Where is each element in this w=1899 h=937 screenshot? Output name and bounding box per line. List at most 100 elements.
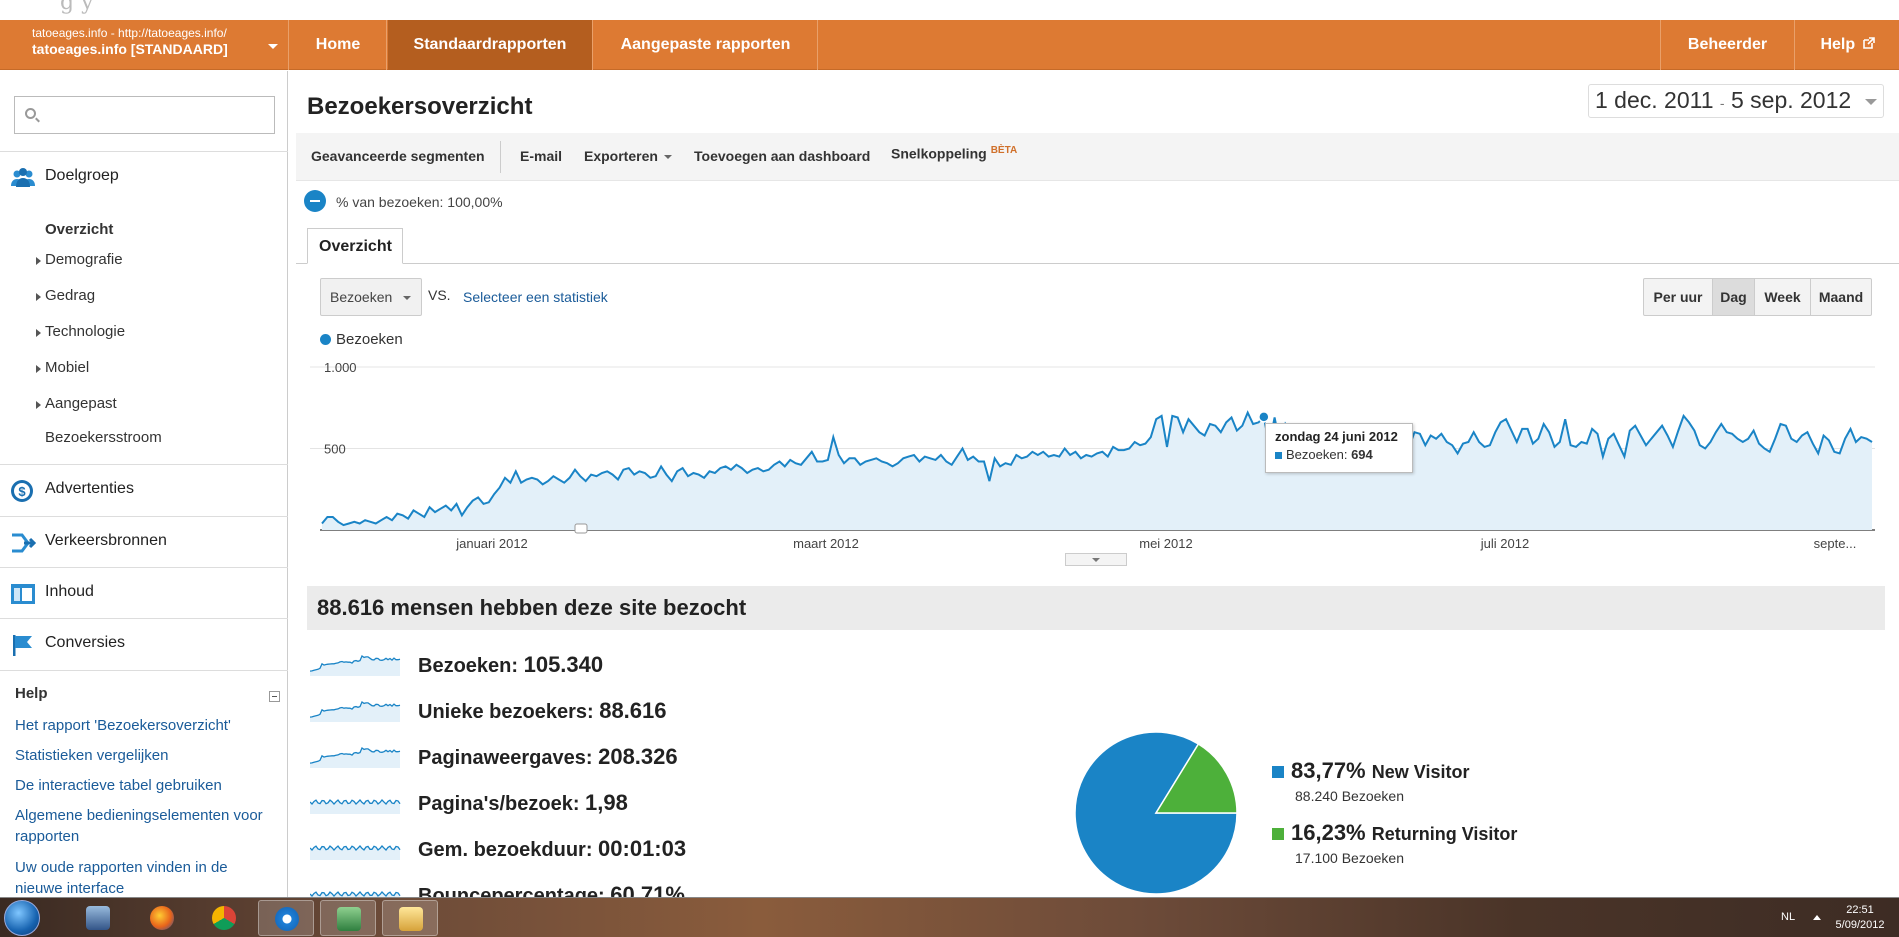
nav-custom-reports[interactable]: Aangepaste rapporten (594, 20, 818, 70)
export-button[interactable]: Exporteren (584, 148, 672, 164)
sidebar-subitem-mobile[interactable]: Mobiel (45, 359, 90, 376)
granularity-week[interactable]: Week (1755, 279, 1811, 315)
series-dot-icon (320, 334, 331, 345)
chevron-down-icon (268, 44, 278, 49)
nav-standard-reports[interactable]: Standaardrapporten (388, 20, 593, 70)
add-to-dashboard-button[interactable]: Toevoegen aan dashboard (694, 148, 871, 164)
pie-legend-label: 16,23% Returning Visitor (1291, 820, 1517, 846)
vs-label: VS. (428, 287, 451, 303)
sparkline-area (310, 656, 400, 676)
taskbar-network[interactable] (320, 900, 376, 936)
sparkline-chart (310, 845, 401, 860)
help-link[interactable]: Algemene bedieningselementen voor rappor… (15, 807, 263, 845)
shortcut-label: Snelkoppeling (891, 145, 987, 162)
show-hidden-icons-icon[interactable] (1813, 915, 1821, 920)
nav-home[interactable]: Home (290, 20, 387, 70)
legend-square-icon (1272, 828, 1284, 840)
sidebar-subitem-custom[interactable]: Aangepast (45, 395, 117, 412)
chevron-down-icon (1865, 99, 1877, 105)
tab-divider (296, 263, 1899, 264)
x-tick-label: januari 2012 (455, 536, 528, 551)
shortcut-button[interactable]: Snelkoppeling BÈTA (891, 145, 1017, 162)
page-title: Bezoekersoverzicht (307, 93, 533, 120)
visitor-type-pie-chart[interactable] (1071, 728, 1241, 898)
windows-taskbar: NL 22:51 5/09/2012 (0, 897, 1899, 937)
sparkline-chart (310, 799, 401, 814)
triangle-right-icon (36, 365, 41, 373)
system-clock[interactable]: 22:51 5/09/2012 (1835, 903, 1885, 933)
pie-slice[interactable] (1154, 742, 1238, 814)
sidebar-subitem-demographics[interactable]: Demografie (45, 251, 123, 268)
dollar-icon: $ (11, 480, 33, 502)
metric-name: Unieke bezoekers: (418, 701, 600, 723)
help-link[interactable]: De interactieve tabel gebruiken (15, 777, 222, 794)
sparkline-area (310, 702, 400, 722)
chart-collapse-handle[interactable] (1065, 553, 1127, 566)
select-statistic-link[interactable]: Selecteer een statistiek (463, 289, 608, 305)
metric-label: Unieke bezoekers: 88.616 (418, 698, 667, 724)
help-link[interactable]: Het rapport 'Bezoekersoverzicht' (15, 717, 231, 734)
pie-legend-name: Returning Visitor (1371, 824, 1518, 844)
sidebar-subitem-overview[interactable]: Overzicht (45, 221, 114, 238)
sidebar-section-conversions[interactable]: Conversies (0, 618, 288, 670)
visits-line-chart[interactable]: 1.000 500 januari 2012 maart 2012 mei 2012 ju… (300, 350, 1880, 555)
y-tick-label: 500 (324, 442, 346, 457)
x-tick-label: septe... (1814, 536, 1857, 551)
start-button[interactable] (4, 900, 40, 936)
sidebar-subitem-technology[interactable]: Technologie (45, 323, 126, 340)
metric-name: Pagina's/bezoek: (418, 793, 586, 815)
segment-pie-icon[interactable] (304, 190, 326, 212)
metric-value: 1,98 (585, 790, 628, 815)
sidebar-section-audience[interactable]: Doelgroep (0, 151, 288, 203)
clock-date: 5/09/2012 (1835, 919, 1885, 931)
language-indicator[interactable]: NL (1781, 911, 1796, 923)
y-tick-label: 1.000 (324, 360, 357, 375)
triangle-right-icon (36, 401, 41, 409)
annotation-marker[interactable] (574, 523, 588, 534)
search-input[interactable] (14, 96, 275, 134)
help-link[interactable]: Uw oude rapporten vinden in de nieuwe in… (15, 859, 228, 897)
flag-icon (13, 635, 32, 656)
sparkline-chart (310, 655, 401, 676)
sparkline-line (310, 747, 401, 764)
sidebar-section-traffic-sources[interactable]: Verkeersbronnen (0, 516, 288, 568)
sidebar-section-advertising[interactable]: $ Advertenties (0, 464, 288, 516)
tooltip-value-line: Bezoeken: 694 (1275, 447, 1412, 462)
nav-admin[interactable]: Beheerder (1660, 20, 1795, 70)
taskbar-media-player[interactable] (70, 900, 126, 936)
sidebar-subitem-behavior[interactable]: Gedrag (45, 287, 96, 304)
sidebar-subitem-visitor-flow[interactable]: Bezoekersstroom (45, 429, 162, 446)
help-link[interactable]: Statistieken vergelijken (15, 747, 169, 764)
sparkline-line (310, 655, 401, 672)
chrome-icon (212, 906, 236, 930)
tab-overview[interactable]: Overzicht (307, 228, 403, 264)
account-selector[interactable]: tatoeages.info - http://tatoeages.info/ … (0, 20, 289, 70)
collapse-icon[interactable] (269, 691, 280, 702)
summary-heading: 88.616 mensen hebben deze site bezocht (307, 586, 1885, 630)
metric-select[interactable]: Bezoeken (320, 278, 422, 316)
taskbar-internet-explorer[interactable] (258, 900, 314, 936)
toolbar-divider (500, 141, 501, 173)
nav-help[interactable]: Help (1796, 20, 1899, 70)
chart-legend: Bezoeken (320, 331, 403, 348)
users-icon (11, 168, 35, 187)
metric-label: Pagina's/bezoek: 1,98 (418, 790, 628, 816)
chart-points (574, 411, 1270, 534)
email-button[interactable]: E-mail (520, 148, 563, 164)
granularity-day[interactable]: Dag (1713, 279, 1755, 315)
metric-value: 105.340 (523, 652, 604, 677)
pie-legend-name: New Visitor (1371, 762, 1470, 782)
tooltip-date: zondag 24 juni 2012 (1275, 429, 1398, 444)
sidebar-item-label: Conversies (45, 634, 126, 651)
highlighted-data-point[interactable] (1258, 411, 1270, 423)
date-range-picker[interactable]: 1 dec. 2011 - 5 sep. 2012 (1588, 84, 1884, 118)
browser-top-strip: g y (0, 0, 1899, 20)
taskbar-firefox[interactable] (134, 900, 190, 936)
sidebar-section-content[interactable]: Inhoud (0, 567, 288, 619)
taskbar-chrome[interactable] (196, 900, 252, 936)
metric-name: Gem. bezoekduur: (418, 839, 599, 861)
granularity-hourly[interactable]: Per uur (1644, 279, 1713, 315)
taskbar-explorer[interactable] (382, 900, 438, 936)
granularity-month[interactable]: Maand (1818, 289, 1864, 305)
advanced-segments-button[interactable]: Geavanceerde segmenten (311, 148, 485, 164)
